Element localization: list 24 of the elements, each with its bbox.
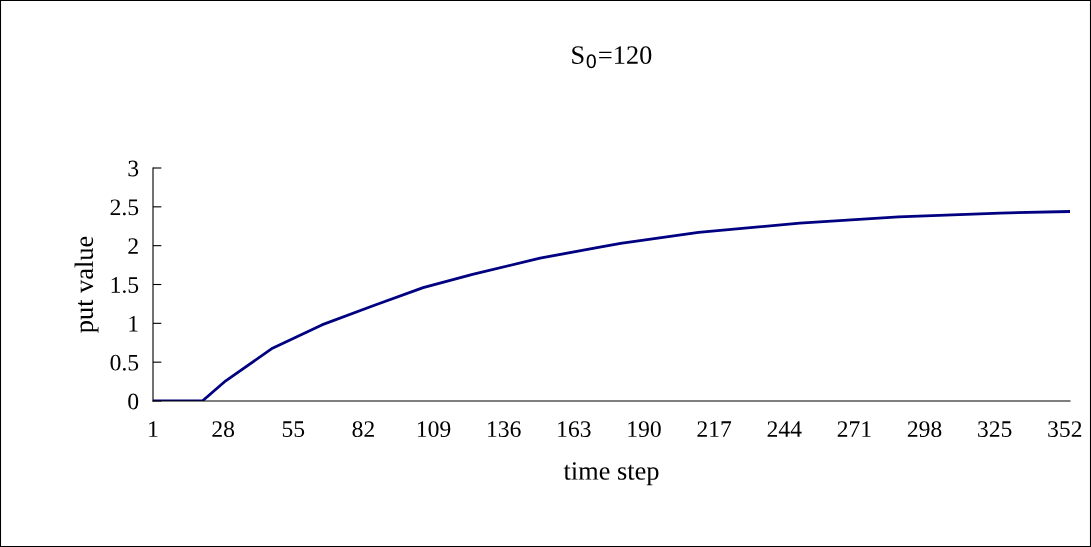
x-axis-title: time step [563,462,659,486]
y-tick-label: 0 [128,393,139,410]
y-tick-label: 1.5 [111,277,139,294]
x-tick-label: 298 [907,421,942,438]
x-tick-label: 28 [212,421,235,438]
x-tick-label: 163 [558,421,591,438]
x-tick-label: 136 [488,421,521,438]
x-tick-label: 352 [1048,421,1082,438]
chart-title: S$_{0}$=120 [572,46,652,69]
x-tick-label: 271 [837,421,871,437]
x-tick-label: 325 [978,421,1012,438]
x-tick-label: 190 [628,421,661,438]
y-tick-label: 3 [128,160,139,177]
x-tick-label: 1 [149,421,158,437]
y-axis-title: put value [74,236,99,333]
y-tick-label: 0.5 [110,354,139,371]
x-tick-label: 55 [282,421,305,438]
x-tick-label: 82 [352,421,374,438]
y-tick-label: 2 [128,238,138,254]
x-tick-label: 217 [697,421,732,437]
x-tick-label: 109 [417,421,451,438]
y-tick-label: 1 [129,315,138,332]
x-tick-label: 244 [767,421,802,437]
y-tick-label: 2.5 [110,199,139,216]
